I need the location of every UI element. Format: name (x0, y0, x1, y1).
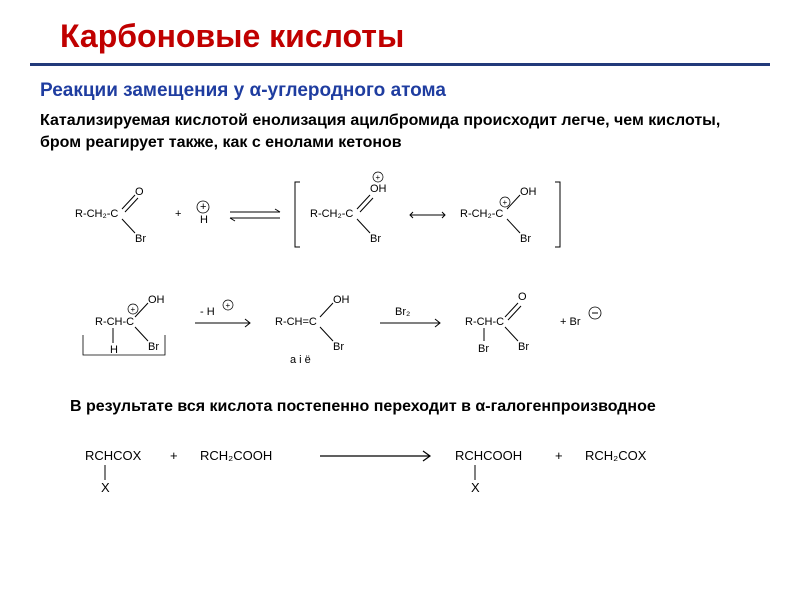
s2-o: O (518, 291, 527, 303)
s1-r3: R-CH₂-C (460, 208, 503, 220)
s2-plusbr: + Br (560, 316, 581, 328)
s1-br3: Br (520, 233, 531, 245)
page-title: Карбоновые кислоты (0, 0, 800, 63)
s2-minush: - H (200, 306, 215, 318)
s2-r3: R-CH-C (465, 316, 504, 328)
s1-oh1: OH (370, 183, 387, 195)
s1-r2: R-CH₂-C (310, 208, 353, 220)
s1-r1: R-CH₂-C (75, 208, 118, 220)
s1-o1: O (135, 186, 144, 198)
s3-x2: X (471, 480, 480, 495)
title-underline (30, 63, 770, 66)
s2-br3: Br (518, 341, 529, 353)
s2-r2: R-CH=C (275, 316, 317, 328)
s2-oh1: OH (148, 294, 165, 306)
s3-lhs1: RCHCOX (85, 448, 142, 463)
s3-rhs2: RCH₂COX (585, 448, 647, 463)
s2-br1: Br (148, 341, 159, 353)
subtitle: Реакции замещения у α-углеродного атома (0, 76, 800, 108)
s2-br4: Br (478, 343, 489, 355)
intro-paragraph: Катализируемая кислотой енолизация ацилб… (0, 108, 800, 159)
s1-br1: Br (135, 233, 146, 245)
s2-h1: H (110, 344, 118, 356)
svg-text:+: + (503, 198, 508, 207)
scheme3: RCHCOX X + RCH₂COOH RCHCOOH X + RCH₂COX (0, 432, 800, 512)
s3-plus2: + (555, 448, 563, 463)
s2-br2: Br (333, 341, 344, 353)
svg-text:+: + (131, 305, 136, 314)
s2-oh2: OH (333, 294, 350, 306)
result-paragraph: В результате вся кислота постепенно пере… (0, 390, 800, 424)
s1-oh2: OH (520, 186, 537, 198)
scheme1: R-CH₂-C O Br + H + R-CH₂-C OH + Br R-CH₂… (0, 167, 800, 267)
s3-lhs2: RCH₂COOH (200, 448, 272, 463)
s1-br2: Br (370, 233, 381, 245)
svg-text:+: + (200, 201, 206, 213)
s3-plus1: + (170, 448, 178, 463)
s1-h: H (200, 214, 208, 226)
svg-text:+: + (376, 173, 381, 182)
s3-rhs1: RCHCOOH (455, 448, 522, 463)
scheme2: R-CH-C + OH Br H - H + R-CH=C OH Br a і … (0, 275, 800, 390)
s2-br2-label: Br₂ (395, 306, 410, 318)
s2-enol-label: a і ё (290, 354, 311, 366)
s3-x1: X (101, 480, 110, 495)
s2-r1: R-CH-C (95, 316, 134, 328)
svg-text:+: + (226, 301, 231, 310)
svg-text:+: + (175, 208, 181, 220)
